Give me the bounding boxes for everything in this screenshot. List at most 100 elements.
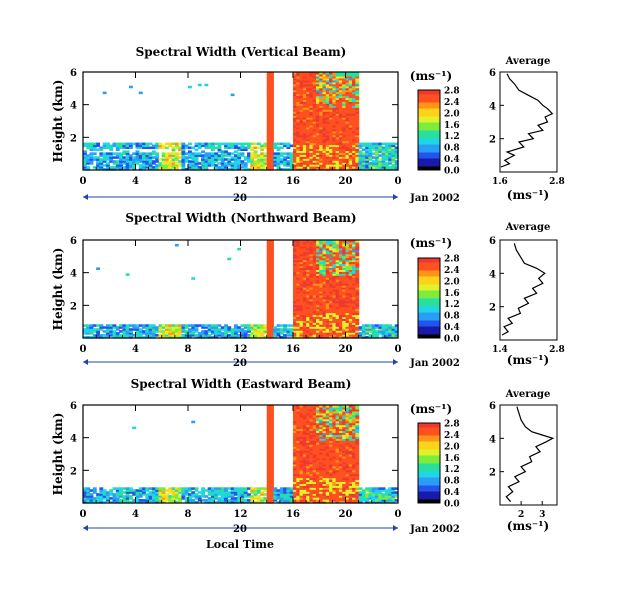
heatmap-cell [279, 324, 284, 327]
heatmap-cell [391, 148, 396, 151]
heatmap-cell [237, 330, 242, 333]
heatmap-cell [332, 146, 337, 150]
heatmap-cell [338, 138, 343, 142]
heatmap-cell [312, 75, 317, 79]
heatmap-cell [325, 156, 330, 159]
heatmap-cell [322, 277, 327, 280]
heatmap-cell [345, 243, 350, 247]
heatmap-cell [306, 334, 311, 337]
heatmap-cell [243, 162, 248, 165]
heatmap-cell [352, 113, 356, 116]
heatmap-cell [217, 146, 222, 150]
heatmap-cell [270, 279, 274, 282]
heatmap-cell [342, 113, 347, 116]
heatmap-cell [315, 469, 320, 473]
heatmap-cell [329, 405, 333, 408]
heatmap-cell [332, 91, 337, 95]
heatmap-cell [329, 115, 333, 118]
heatmap-cell [345, 154, 350, 157]
heatmap-cell [158, 495, 163, 498]
heatmap-cell [352, 91, 356, 95]
heatmap-cell [309, 304, 314, 308]
heatmap-cell [204, 332, 209, 335]
heatmap-cell [342, 99, 347, 102]
heatmap-cell [230, 501, 235, 504]
heatmap-cell [352, 79, 356, 83]
heatmap-cell [329, 138, 333, 142]
heatmap-cell [319, 251, 324, 255]
heatmap-cell [352, 267, 356, 270]
heatmap-cell [286, 334, 291, 337]
heatmap-cell [309, 109, 314, 112]
heatmap-cell [142, 326, 146, 329]
heatmap-cell [368, 158, 373, 161]
heatmap-cell [99, 148, 104, 151]
y-axis-label: Height (km) [51, 248, 65, 331]
heatmap-cell [306, 122, 311, 126]
heatmap-cell [302, 459, 307, 463]
heatmap-cell [309, 501, 314, 504]
heatmap-cell [352, 89, 356, 93]
heatmap-cell [352, 310, 356, 314]
heatmap-cell [325, 121, 330, 124]
heatmap-cell [184, 158, 189, 161]
heatmap-cell [299, 320, 304, 323]
heatmap-cell [128, 142, 133, 146]
heatmap-cell [338, 487, 343, 490]
heatmap-cell [230, 168, 235, 171]
heatmap-cell [142, 168, 146, 171]
heatmap-cell [306, 326, 311, 329]
heatmap-cell [299, 85, 304, 89]
heatmap-cell [293, 81, 297, 85]
heatmap-cell [276, 152, 281, 155]
heatmap-cell [329, 121, 333, 124]
heatmap-cell [201, 142, 206, 146]
heatmap-cell [266, 497, 271, 500]
heatmap-cell [312, 308, 317, 312]
heatmap-cell [270, 241, 274, 245]
heatmap-cell [145, 501, 150, 504]
heatmap-cell [319, 111, 324, 114]
colorbar-swatch [418, 316, 440, 319]
heatmap-cell [168, 144, 173, 148]
heatmap-cell [148, 146, 153, 150]
heatmap-cell [296, 257, 301, 261]
heatmap-cell [315, 154, 320, 157]
heatmap-cell [338, 501, 343, 504]
heatmap-cell [315, 79, 320, 83]
heatmap-cell [309, 300, 314, 304]
heatmap-cell [263, 324, 268, 327]
heatmap-cell [332, 160, 337, 163]
heatmap-cell [109, 160, 114, 163]
heatmap-cell [332, 328, 337, 331]
heatmap-cell [315, 444, 320, 447]
heatmap-cell [158, 489, 163, 492]
heatmap-cell [335, 473, 340, 477]
heatmap-cell [256, 334, 261, 337]
heatmap-cell [348, 140, 353, 144]
heatmap-cell [293, 99, 297, 102]
heatmap-cell [306, 483, 311, 486]
heatmap-cell [345, 273, 350, 276]
heatmap-cell [322, 283, 327, 286]
heatmap-cell [197, 324, 202, 327]
heatmap-cell [260, 144, 265, 148]
heatmap-cell [335, 152, 340, 155]
heatmap-cell [352, 140, 356, 144]
heatmap-cell [184, 501, 189, 504]
heatmap-cell [270, 119, 274, 122]
heatmap-cell [332, 330, 337, 333]
heatmap-cell [293, 109, 297, 112]
heatmap-cell [332, 275, 337, 278]
heatmap-cell [296, 265, 301, 269]
heatmap-cell [329, 103, 333, 106]
heatmap-cell [293, 487, 297, 490]
heatmap-cell [210, 487, 215, 490]
colorbar-swatch [418, 314, 440, 317]
heatmap-cell [345, 253, 350, 257]
heatmap-cell [194, 154, 199, 157]
colorbar-tick-label: 0.4 [444, 323, 460, 333]
heatmap-cell [329, 101, 333, 104]
heatmap-cell [302, 255, 307, 259]
heatmap-cell [247, 336, 251, 339]
